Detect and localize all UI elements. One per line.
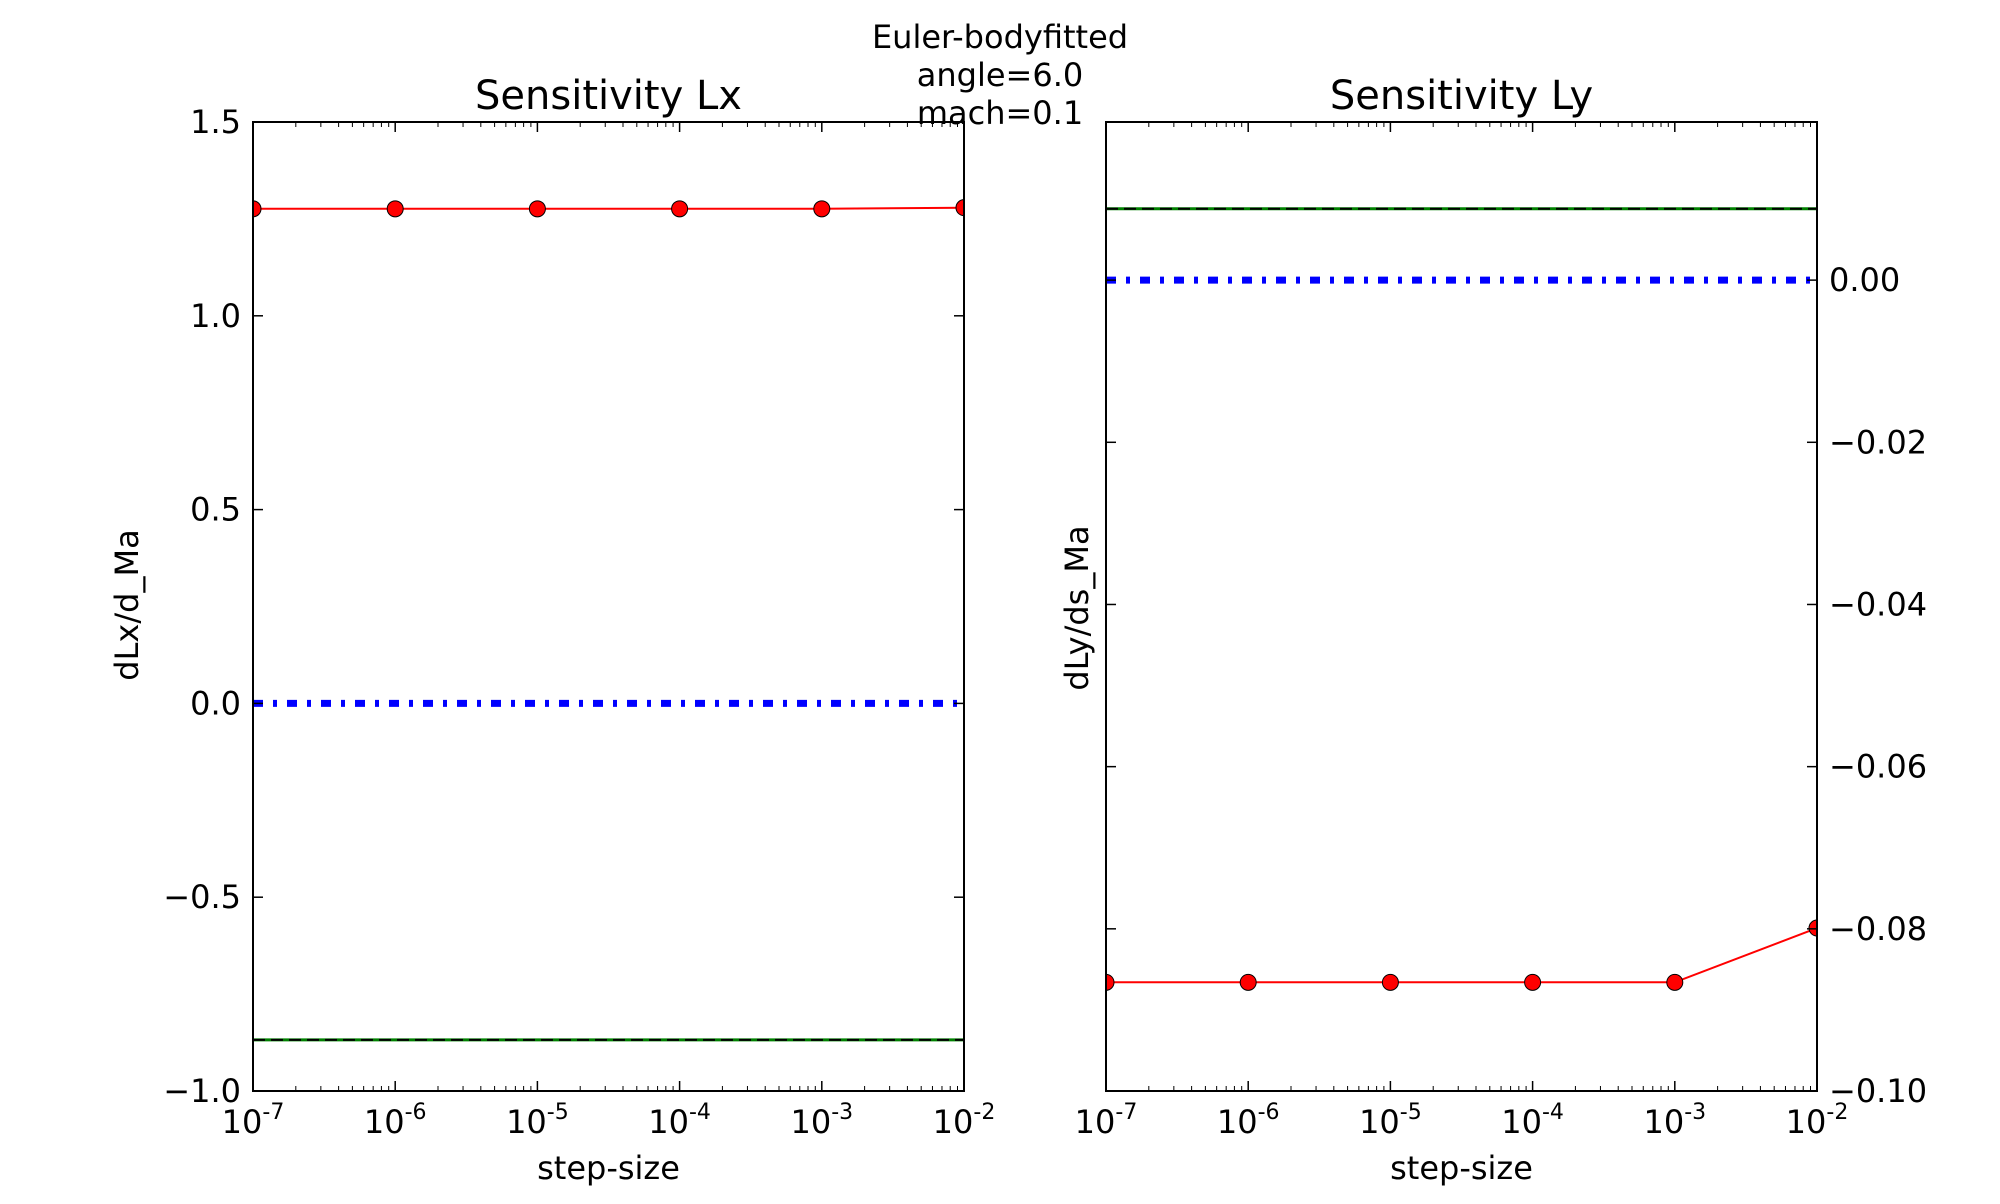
axes-frame [1105,121,1818,1092]
subplot-title: Sensitivity Lx [475,73,742,119]
x-tick-label: 10-2 [1786,1100,1849,1141]
y-tick-label: 0.0 [190,684,241,722]
data-point [1106,973,1115,991]
y-tick-label: −0.06 [1829,748,1927,786]
x-axis: 10-7 10-6 10-5 10-4 10-3 10-2 [222,122,996,1141]
x-tick-label: 10-7 [1075,1100,1138,1141]
y-tick-label: 1.5 [190,103,241,141]
y-tick-label: −0.04 [1829,585,1927,623]
data-point [1808,919,1817,937]
x-axis-label: step-size [537,1149,680,1187]
subplot-1: 10-7 10-6 10-5 10-4 10-3 10-2 −1.0 −0.5 0.0 0.5 1.… [108,73,995,1187]
suptitle-line-2: angle=6.0 [916,56,1084,94]
x-tick-label: 10-3 [790,1100,853,1141]
data-point [955,199,964,217]
y-tick-label: −0.08 [1829,910,1927,948]
subplot-title: Sensitivity Ly [1330,73,1593,119]
data-point [1524,973,1542,991]
data-point [1666,973,1684,991]
series-finite-difference-line [253,206,964,210]
series-finite-difference-line [1106,927,1817,984]
x-tick-label: 10-7 [222,1100,285,1141]
y-tick-label: 0.5 [190,491,241,529]
data-point [671,200,689,218]
plot-area [1106,207,1817,991]
axes-frame [252,121,965,1092]
y-tick-label: −0.10 [1829,1072,1927,1110]
y-axis-label: dLx/d_Ma [108,529,146,680]
x-axis-label: step-size [1390,1149,1533,1187]
y-tick-label: 1.0 [190,297,241,335]
x-tick-label: 10-5 [506,1100,569,1141]
data-point [1239,973,1257,991]
suptitle-line-1: Euler-bodyfitted [871,18,1129,56]
x-tick-label: 10-6 [364,1100,427,1141]
x-tick-label: 10-2 [933,1100,996,1141]
data-point [1381,973,1399,991]
plot-area [253,199,964,1042]
y-tick-label: −0.02 [1829,423,1927,461]
x-tick-label: 10-4 [648,1100,711,1141]
y-tick-label: −1.0 [163,1072,241,1110]
data-point [528,200,546,218]
subplot-2: 10-7 10-6 10-5 10-4 10-3 10-2−0.10−0.08−0.06−… [1058,73,1927,1187]
y-axis-label: dLy/ds_Ma [1058,525,1096,690]
x-axis: 10-7 10-6 10-5 10-4 10-3 10-2 [1075,122,1849,1141]
y-tick-label: 0.00 [1829,261,1900,299]
x-tick-label: 10-4 [1501,1100,1564,1141]
y-axis: −0.10 −0.08 −0.06 −0.04 −0.02 0.00 [1106,261,1927,1110]
data-point [813,200,831,218]
data-point [253,200,262,218]
suptitle-line-3: mach=0.1 [916,94,1084,132]
figure-suptitle: Euler-bodyfitted angle=6.0 mach=0.1 [800,18,1200,132]
y-tick-label: −0.5 [163,878,241,916]
data-point [386,200,404,218]
x-tick-label: 10-3 [1643,1100,1706,1141]
x-tick-label: 10-5 [1359,1100,1422,1141]
y-axis: −1.0 −0.5 0.0 0.5 1.0 1.5 [163,103,964,1110]
x-tick-label: 10-6 [1217,1100,1280,1141]
